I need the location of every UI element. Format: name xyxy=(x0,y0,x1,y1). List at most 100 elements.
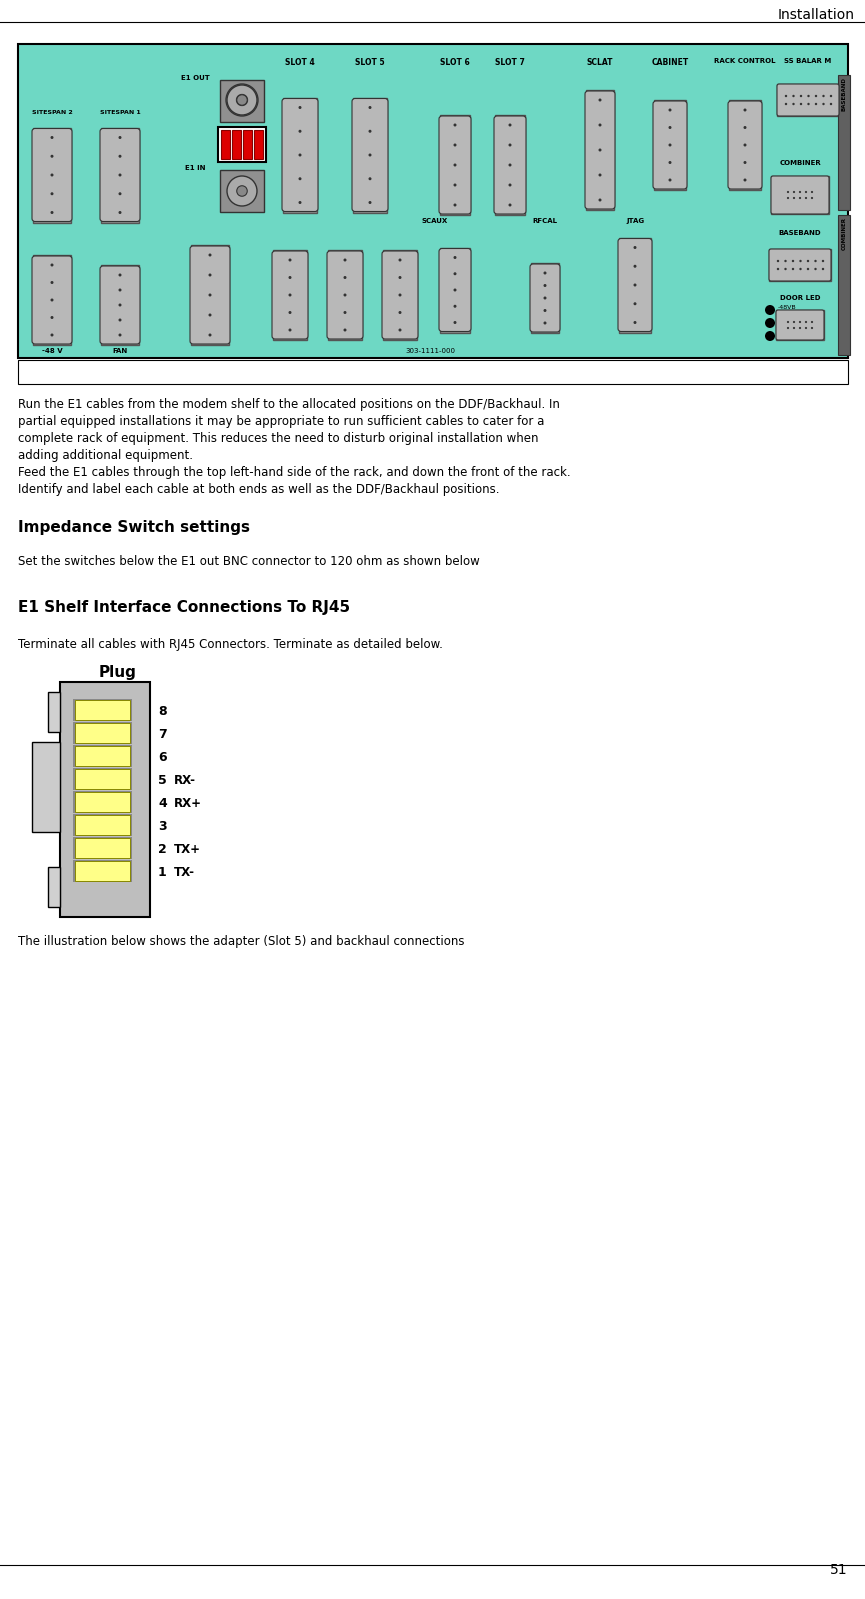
Bar xyxy=(440,248,470,333)
Circle shape xyxy=(633,265,637,267)
Circle shape xyxy=(50,334,54,336)
Circle shape xyxy=(793,321,795,323)
Circle shape xyxy=(744,144,746,147)
Circle shape xyxy=(807,102,810,106)
Text: E1 Shelf Interface Connections To RJ45: E1 Shelf Interface Connections To RJ45 xyxy=(18,600,350,616)
Bar xyxy=(101,265,139,345)
Circle shape xyxy=(50,299,54,302)
Circle shape xyxy=(744,179,746,182)
Circle shape xyxy=(669,161,671,165)
Circle shape xyxy=(793,197,795,200)
Circle shape xyxy=(791,267,794,270)
Text: BATTPOS: BATTPOS xyxy=(778,331,806,336)
Text: SLOT 4: SLOT 4 xyxy=(285,58,315,67)
Text: Installation: Installation xyxy=(778,8,855,22)
FancyBboxPatch shape xyxy=(439,117,471,214)
Bar xyxy=(48,867,60,907)
Text: 8: 8 xyxy=(158,705,167,718)
Circle shape xyxy=(453,184,457,187)
Bar xyxy=(101,128,139,222)
Circle shape xyxy=(119,318,121,321)
FancyBboxPatch shape xyxy=(494,117,526,214)
Text: The illustration below shows the adapter (Slot 5) and backhaul connections: The illustration below shows the adapter… xyxy=(18,935,465,948)
Bar xyxy=(383,249,417,341)
Circle shape xyxy=(453,163,457,166)
Circle shape xyxy=(343,277,347,278)
Bar xyxy=(60,683,150,916)
Text: E1 OUT: E1 OUT xyxy=(181,75,209,82)
Text: Terminate all cables with RJ45 Connectors. Terminate as detailed below.: Terminate all cables with RJ45 Connector… xyxy=(18,638,443,651)
Bar xyxy=(283,98,317,213)
Text: 4: 4 xyxy=(158,796,167,811)
Bar xyxy=(32,742,60,831)
Circle shape xyxy=(787,321,789,323)
Circle shape xyxy=(298,154,302,157)
Circle shape xyxy=(543,285,547,286)
Circle shape xyxy=(50,136,54,139)
Circle shape xyxy=(298,130,302,133)
Bar xyxy=(73,745,132,768)
Circle shape xyxy=(599,123,601,126)
Circle shape xyxy=(633,283,637,286)
Circle shape xyxy=(799,197,801,200)
Circle shape xyxy=(777,267,779,270)
Circle shape xyxy=(633,246,637,249)
Bar xyxy=(75,838,130,859)
Circle shape xyxy=(792,94,795,98)
Bar xyxy=(220,80,264,122)
Bar xyxy=(73,836,132,859)
Bar xyxy=(353,98,387,213)
Circle shape xyxy=(237,94,247,106)
Circle shape xyxy=(368,177,371,181)
Bar xyxy=(73,814,132,836)
Circle shape xyxy=(830,102,832,106)
Text: COMBINER: COMBINER xyxy=(842,217,847,249)
Bar xyxy=(75,792,130,812)
Bar xyxy=(75,723,130,744)
Circle shape xyxy=(822,267,824,270)
Circle shape xyxy=(453,123,457,126)
Text: Set the switches below the E1 out BNC connector to 120 ohm as shown below: Set the switches below the E1 out BNC co… xyxy=(18,555,480,568)
Bar xyxy=(243,130,252,158)
Circle shape xyxy=(119,174,121,176)
Circle shape xyxy=(633,302,637,305)
Text: adding additional equipment.: adding additional equipment. xyxy=(18,449,193,462)
Circle shape xyxy=(119,155,121,158)
Circle shape xyxy=(799,326,801,329)
Circle shape xyxy=(805,190,807,193)
Circle shape xyxy=(509,163,511,166)
Circle shape xyxy=(800,94,802,98)
Text: SITESPAN 1: SITESPAN 1 xyxy=(99,110,140,115)
Circle shape xyxy=(50,155,54,158)
Circle shape xyxy=(823,94,824,98)
Circle shape xyxy=(343,328,347,331)
Text: CABINET: CABINET xyxy=(651,58,689,67)
Bar xyxy=(254,130,263,158)
Circle shape xyxy=(208,313,212,317)
Circle shape xyxy=(208,334,212,336)
Bar xyxy=(75,700,130,720)
FancyBboxPatch shape xyxy=(769,249,831,281)
Circle shape xyxy=(822,259,824,262)
FancyBboxPatch shape xyxy=(282,99,318,211)
Text: 51: 51 xyxy=(830,1562,848,1577)
Bar xyxy=(18,45,848,358)
Circle shape xyxy=(787,197,789,200)
Circle shape xyxy=(119,136,121,139)
Circle shape xyxy=(208,294,212,296)
Circle shape xyxy=(815,94,817,98)
Circle shape xyxy=(787,326,789,329)
Circle shape xyxy=(805,197,807,200)
Text: 7: 7 xyxy=(158,728,167,740)
FancyBboxPatch shape xyxy=(100,265,140,344)
Circle shape xyxy=(50,211,54,214)
Bar xyxy=(73,768,132,790)
Circle shape xyxy=(343,310,347,313)
Circle shape xyxy=(289,259,292,262)
Bar xyxy=(18,360,848,384)
Bar xyxy=(33,254,71,345)
Circle shape xyxy=(800,102,802,106)
Circle shape xyxy=(793,326,795,329)
Circle shape xyxy=(543,309,547,312)
Bar xyxy=(273,249,307,341)
